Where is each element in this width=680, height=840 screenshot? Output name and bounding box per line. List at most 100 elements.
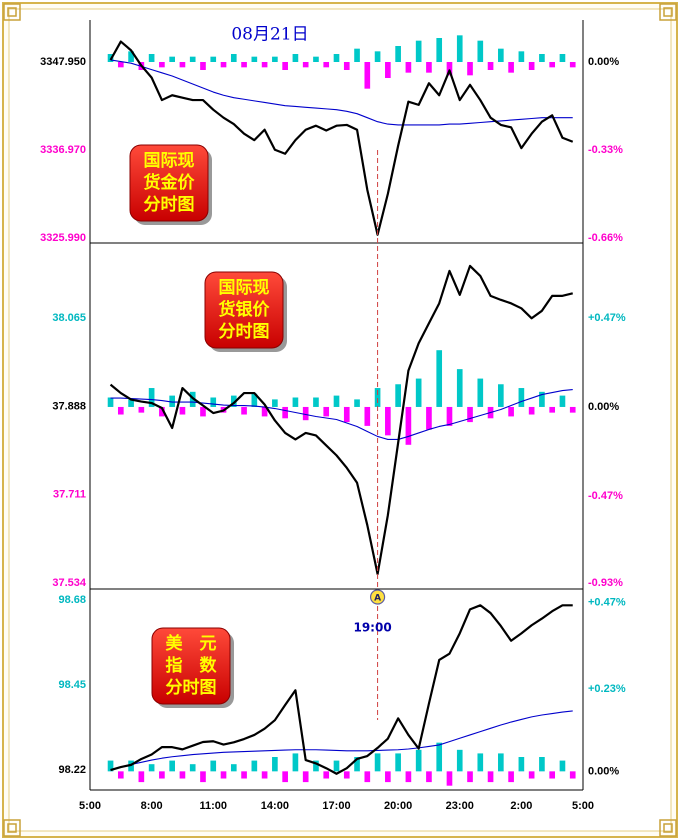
deviation-bar (169, 760, 175, 772)
deviation-bar (261, 62, 268, 68)
deviation-bar (230, 395, 237, 407)
deviation-bar (179, 771, 186, 779)
deviation-bar (559, 54, 566, 62)
deviation-bar (456, 749, 463, 772)
deviation-bar (508, 62, 514, 73)
price-line (110, 604, 573, 775)
deviation-bar (313, 397, 319, 407)
deviation-bar (477, 753, 484, 772)
deviation-bar (200, 406, 206, 417)
deviation-bar (354, 757, 360, 772)
deviation-bar (241, 406, 247, 415)
label-text: 分时图 (219, 322, 270, 342)
deviation-bar (405, 771, 412, 783)
y-tick-label: 3347.950 (40, 56, 86, 68)
x-tick-label: 14:00 (261, 800, 289, 812)
deviation-bar (333, 395, 340, 407)
label-text: 分时图 (144, 195, 195, 215)
y-tick-label: 37.888 (52, 400, 86, 412)
deviation-bar (313, 760, 319, 772)
y-tick-label: 38.065 (52, 312, 86, 324)
deviation-bar (241, 62, 247, 68)
deviation-bar (518, 51, 525, 62)
y2-tick-label: 0.00% (588, 56, 619, 68)
y-tick-label: 3336.970 (40, 144, 86, 156)
deviation-bar (436, 38, 443, 62)
deviation-bar (456, 35, 463, 62)
deviation-bar (364, 406, 371, 426)
deviation-bar (569, 771, 576, 779)
deviation-bar (292, 397, 299, 407)
deviation-bar (415, 40, 422, 62)
y-tick-label: 98.68 (58, 594, 86, 606)
deviation-bar (179, 62, 186, 68)
marker-icon (369, 589, 386, 605)
y2-tick-label: 0.00% (588, 401, 619, 413)
deviation-bar (138, 406, 145, 413)
deviation-bar (539, 54, 545, 62)
y2-tick-label: -0.33% (588, 144, 623, 156)
deviation-bar (272, 56, 278, 62)
label-box (129, 144, 209, 222)
price-line (109, 40, 574, 236)
deviation-bar (117, 62, 124, 68)
deviation-bar (302, 62, 309, 68)
deviation-bar (508, 406, 514, 417)
deviation-bar (128, 51, 134, 62)
x-tick-label: 8:00 (141, 800, 163, 812)
deviation-bar (179, 406, 186, 415)
deviation-bar (385, 771, 391, 783)
deviation-bar (261, 771, 268, 779)
deviation-bar (107, 760, 114, 772)
deviation-bar (467, 406, 473, 423)
deviation-bar (364, 62, 371, 89)
deviation-bar (210, 56, 217, 62)
deviation-bar (354, 399, 360, 407)
deviation-bar (528, 771, 535, 779)
deviation-bar (251, 760, 258, 772)
deviation-bar (272, 757, 278, 772)
deviation-bar (282, 62, 288, 70)
deviation-bar (446, 771, 453, 786)
deviation-bar (323, 62, 330, 68)
deviation-bar (159, 62, 165, 68)
deviation-bar (467, 62, 473, 76)
deviation-bar (302, 771, 309, 783)
corner-ornaments (3, 3, 677, 837)
deviation-bar (200, 771, 206, 783)
deviation-bar (528, 62, 535, 70)
deviation-bar (282, 406, 288, 419)
y-tick-label: 37.711 (53, 489, 86, 501)
y2-tick-label: +0.47% (588, 312, 626, 324)
deviation-bar (200, 62, 206, 70)
y-tick-label: 3325.990 (40, 232, 86, 244)
y-tick-label: 98.45 (58, 679, 86, 691)
deviation-bar (539, 757, 545, 772)
deviation-bar (426, 771, 432, 783)
frame-inner (8, 8, 672, 832)
deviation-bar (117, 771, 124, 779)
deviation-bar (426, 406, 432, 430)
label-box (151, 627, 231, 705)
price-line (110, 389, 573, 440)
deviation-bar (261, 406, 268, 417)
deviation-bar (467, 771, 473, 783)
deviation-bar (159, 771, 165, 779)
deviation-bar (220, 62, 227, 68)
deviation-bar (487, 771, 494, 783)
deviation-bar (323, 406, 330, 417)
deviation-bar (385, 406, 391, 436)
x-tick-label: 11:00 (199, 800, 227, 812)
deviation-bar (148, 54, 155, 62)
deviation-bar (498, 753, 504, 772)
x-tick-label: 2:00 (510, 800, 532, 812)
x-tick-label: 5:00 (572, 800, 594, 812)
deviation-bar (405, 406, 412, 445)
deviation-bar (395, 384, 401, 407)
deviation-bar (169, 395, 175, 407)
deviation-bar (374, 753, 381, 772)
deviation-bar (395, 753, 401, 772)
label-text: 国际现 (144, 151, 195, 171)
deviation-bar (518, 757, 525, 772)
deviation-bar (343, 62, 350, 70)
